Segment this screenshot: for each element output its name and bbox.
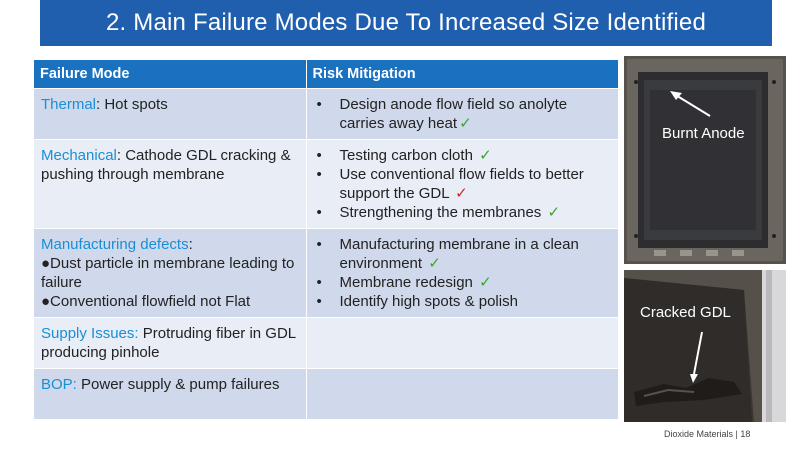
mitigation-item: • Membrane redesign ✓ (314, 273, 611, 292)
burnt-anode-photo: Burnt Anode (624, 56, 786, 264)
failure-mode-name: Manufacturing defects (41, 236, 189, 253)
cracked-gdl-caption: Cracked GDL (640, 304, 731, 321)
mitigation-text: Manufacturing membrane in a clean enviro… (339, 236, 579, 272)
failure-mode-subitem: ●Conventional flowfield not Flat (41, 293, 251, 310)
mitigation-item: • Manufacturing membrane in a clean envir… (314, 235, 611, 273)
failure-mode-cell: Thermal: Hot spots (34, 88, 307, 140)
risk-mitigation-cell: • Design anode flow field so anolyte carr… (306, 88, 619, 140)
slide-title: 2. Main Failure Modes Due To Increased S… (40, 0, 772, 46)
mitigation-text: Identify high spots & polish (339, 293, 518, 310)
bullet-icon: • (316, 204, 322, 221)
check-icon: ✓ (547, 204, 561, 221)
failure-mode-cell: Mechanical: Cathode GDL cracking & pushi… (34, 139, 307, 229)
mitigation-item: • Identify high spots & polish (314, 292, 611, 311)
failure-mode-name: Supply Issues: (41, 325, 139, 342)
table-header-row: Failure Mode Risk Mitigation (34, 60, 619, 89)
mitigation-text: Membrane redesign (339, 274, 478, 291)
check-icon: ✓ (479, 274, 492, 291)
burnt-anode-caption: Burnt Anode (662, 125, 745, 142)
check-icon: ✓ (455, 185, 468, 202)
header-risk-mitigation: Risk Mitigation (306, 60, 619, 89)
bullet-icon: • (316, 293, 322, 310)
cracked-gdl-photo: Cracked GDL (624, 270, 786, 422)
table-row: BOP: Power supply & pump failures (34, 368, 619, 419)
failure-mode-detail: Power supply & pump failures (76, 376, 280, 393)
mitigation-item: • Strengthening the membranes ✓ (314, 203, 611, 222)
mitigation-item: • Use conventional flow fields to better … (314, 165, 611, 203)
header-failure-mode: Failure Mode (34, 60, 307, 89)
burnt-anode-image (624, 56, 786, 264)
failure-mode-table: Failure Mode Risk Mitigation Thermal: Ho… (34, 60, 619, 419)
failure-mode-detail: : Hot spots (96, 96, 168, 113)
failure-mode-name: Thermal (41, 96, 97, 113)
mitigation-text: Design anode flow field so anolyte carri… (339, 96, 568, 132)
check-icon: ✓ (428, 255, 441, 272)
table-row: Mechanical: Cathode GDL cracking & pushi… (34, 139, 619, 229)
risk-mitigation-cell (306, 368, 619, 419)
mitigation-list: • Design anode flow field so anolyte carr… (314, 95, 611, 133)
failure-mode-cell: BOP: Power supply & pump failures (34, 368, 307, 419)
table-row: Thermal: Hot spots • Design anode flow fie… (34, 88, 619, 140)
failure-mode-detail: Protruding fiber in GDL producing pinhol… (41, 325, 296, 361)
table-row: Manufacturing defects: ●Dust particle in … (34, 228, 619, 318)
mitigation-text: Testing carbon cloth (339, 147, 478, 164)
slide-footer: Dioxide Materials | 18 (664, 429, 751, 439)
bullet-icon: • (316, 147, 322, 164)
failure-mode-detail: : (188, 236, 193, 253)
bullet-icon: • (316, 274, 322, 291)
risk-mitigation-cell (306, 317, 619, 369)
failure-mode-name: Mechanical (41, 147, 117, 164)
cracked-gdl-image (624, 270, 786, 422)
bullet-icon: • (316, 236, 322, 253)
failure-mode-name: BOP: (41, 376, 77, 393)
mitigation-text: Use conventional flow fields to better s… (339, 166, 584, 202)
table-row: Supply Issues: Protruding fiber in GDL p… (34, 317, 619, 369)
mitigation-item: • Design anode flow field so anolyte carr… (314, 95, 611, 133)
check-icon: ✓ (459, 115, 472, 132)
mitigation-list: • Manufacturing membrane in a clean envir… (314, 235, 611, 311)
mitigation-item: • Testing carbon cloth ✓ (314, 146, 611, 165)
risk-mitigation-cell: • Manufacturing membrane in a clean envir… (306, 228, 619, 318)
mitigation-list: • Testing carbon cloth ✓ • Use conventional… (314, 146, 611, 222)
bullet-icon: • (316, 166, 322, 183)
failure-mode-subitem: ●Dust particle in membrane leading to fa… (41, 255, 295, 291)
check-icon: ✓ (479, 147, 492, 164)
mitigation-text: Strengthening the membranes (339, 204, 546, 221)
failure-mode-detail: : Cathode GDL cracking & pushing through… (41, 147, 291, 183)
failure-mode-cell: Manufacturing defects: ●Dust particle in … (34, 228, 307, 318)
risk-mitigation-cell: • Testing carbon cloth ✓ • Use conventional… (306, 139, 619, 229)
failure-mode-cell: Supply Issues: Protruding fiber in GDL p… (34, 317, 307, 369)
bullet-icon: • (316, 96, 322, 113)
